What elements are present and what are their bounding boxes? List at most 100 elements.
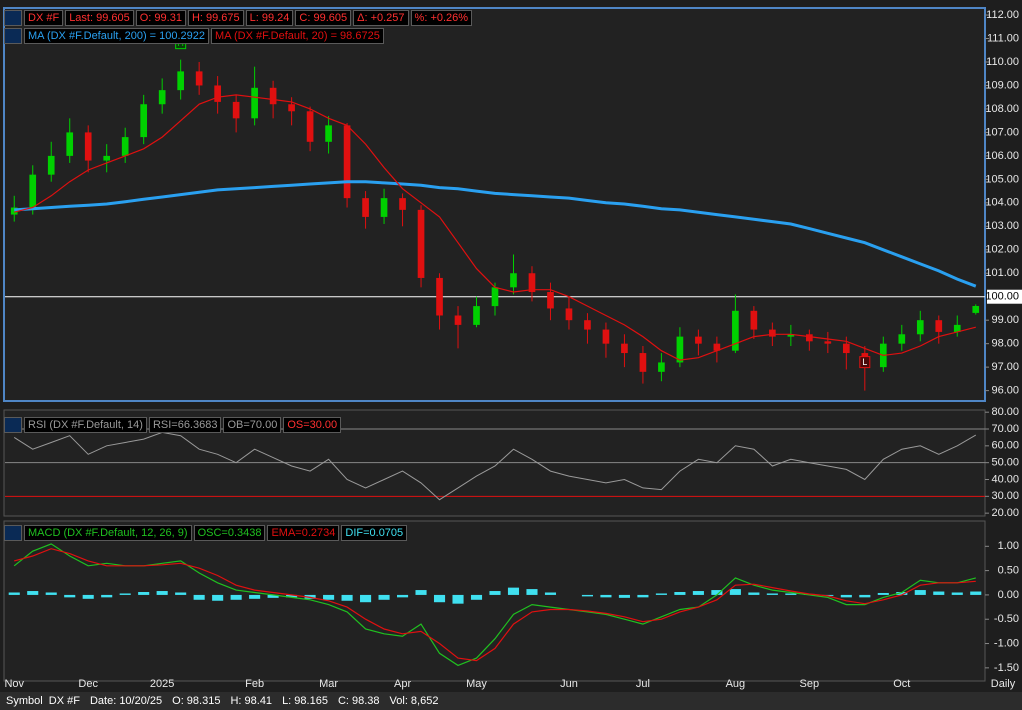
- candle-body: [140, 104, 148, 138]
- y-tick-label: 108.00: [985, 103, 1019, 115]
- macd-panel: [3, 520, 986, 682]
- rsi-line: [13, 431, 977, 501]
- ma-legend: MA (DX #F.Default, 200) = 100.2922 MA (DX…: [4, 28, 384, 44]
- candle-body: [491, 287, 499, 307]
- legend-icon: [4, 10, 22, 26]
- candle-body: [842, 343, 850, 354]
- histogram-bar: [452, 594, 464, 604]
- histogram-bar: [544, 592, 557, 595]
- candle-body: [528, 273, 536, 293]
- histogram-bar: [951, 592, 963, 595]
- legend-icon: [4, 417, 22, 433]
- candle-body: [565, 308, 573, 321]
- histogram-bar: [581, 594, 593, 597]
- y-tick-label: 40.00: [991, 473, 1019, 485]
- y-tick-label: 105.00: [985, 173, 1019, 185]
- moving-average-line: [14, 94, 976, 361]
- candle-body: [953, 324, 961, 332]
- y-tick-label: 111.00: [987, 32, 1019, 44]
- status-field: Date: 10/20/25: [89, 695, 163, 707]
- legend-title: MACD (DX #F.Default, 12, 26, 9): [24, 525, 192, 541]
- y-tick-label: 0.50: [998, 565, 1019, 577]
- x-tick-label: Oct: [893, 678, 910, 690]
- candle-body: [436, 277, 443, 316]
- candle-body: [362, 198, 369, 217]
- x-tick-label: Feb: [245, 678, 264, 690]
- histogram-bar: [785, 593, 797, 595]
- x-tick-label: Nov: [4, 678, 24, 690]
- histogram-bar: [896, 592, 908, 595]
- candle-body: [177, 71, 184, 91]
- candle-body: [158, 90, 166, 105]
- candle-body: [510, 273, 517, 288]
- legend-symbol: DX #F: [24, 10, 64, 26]
- status-field: L: 98.165: [282, 695, 328, 707]
- y-tick-label: 106.00: [985, 150, 1019, 162]
- y-tick-label: 102.00: [985, 244, 1019, 256]
- histogram-bar: [600, 594, 612, 598]
- status-bar: Symbol DX #F Date: 10/20/25 O: 98.315 H: 98…: [0, 692, 1022, 710]
- y-tick-label: 99.00: [991, 314, 1019, 326]
- status-field: O: 98.315: [172, 695, 221, 707]
- candle-body: [10, 207, 18, 215]
- period-label: Daily: [991, 678, 1016, 690]
- legend-stat: %: +0.26%: [410, 10, 473, 26]
- histogram-bar: [766, 593, 778, 595]
- legend-ob: OB=70.00: [223, 417, 282, 433]
- histogram-bar: [729, 589, 741, 595]
- low-marker: L: [862, 357, 867, 367]
- legend-stat: H: 99.675: [187, 10, 244, 26]
- histogram-bar: [212, 594, 224, 601]
- x-tick-label: Jun: [560, 678, 578, 690]
- candle-body: [103, 155, 111, 161]
- histogram-bar: [156, 591, 168, 595]
- candle-body: [195, 71, 203, 86]
- histogram-bar: [970, 591, 982, 595]
- histogram-bar: [674, 592, 686, 595]
- rsi-legend: RSI (DX #F.Default, 14) RSI=66.3683 OB=70.…: [4, 417, 342, 433]
- histogram-bar: [323, 594, 335, 600]
- legend-stat: RSI=66.3683: [148, 417, 222, 433]
- candle-body: [750, 310, 758, 330]
- histogram-bar: [360, 594, 372, 603]
- candle-body: [269, 87, 277, 105]
- candle-body: [84, 132, 92, 161]
- y-tick-label: 0.00: [998, 589, 1019, 601]
- histogram-bar: [748, 592, 760, 595]
- x-tick-label: Aug: [726, 678, 746, 690]
- candle-body: [66, 132, 74, 156]
- candle-body: [547, 292, 554, 309]
- histogram-bar: [193, 594, 205, 600]
- y-tick-label: 96.00: [991, 385, 1019, 397]
- histogram-bar: [692, 591, 704, 595]
- y-tick-label: 97.00: [991, 361, 1019, 373]
- status-field: C: 98.38: [337, 695, 380, 707]
- y-tick-label: 107.00: [985, 126, 1019, 138]
- x-tick-label: 2025: [150, 678, 174, 690]
- candle-body: [916, 320, 924, 335]
- y-tick-label: 110.00: [986, 56, 1019, 68]
- histogram-bar: [101, 594, 113, 598]
- histogram-bar: [859, 594, 871, 598]
- legend-stat: C: 99.605: [295, 10, 352, 26]
- y-tick-label: 70.00: [991, 423, 1019, 435]
- x-tick-label: Sep: [800, 678, 820, 690]
- y-tick-label: 1.00: [998, 540, 1019, 552]
- candle-body: [325, 125, 332, 142]
- legend-stat: O: 99.31: [135, 10, 186, 26]
- y-tick-label: 103.00: [985, 220, 1019, 232]
- candle-body: [473, 306, 480, 325]
- legend-title: RSI (DX #F.Default, 14): [24, 417, 147, 433]
- histogram-bar: [82, 594, 94, 599]
- candle-body: [602, 329, 610, 344]
- status-field: Vol: 8,652: [389, 695, 439, 707]
- candle-body: [251, 87, 258, 119]
- legend-stat: Δ: +0.257: [353, 10, 409, 26]
- candle-body: [824, 341, 832, 344]
- x-tick-label: Jul: [636, 678, 650, 690]
- candle-body: [232, 101, 240, 119]
- y-tick-label: 112.00: [986, 9, 1019, 21]
- candle-body: [676, 336, 684, 363]
- chart: Daily 96.00 97.00 98.00 99.00 101.00 102.00 10…: [3, 7, 1022, 690]
